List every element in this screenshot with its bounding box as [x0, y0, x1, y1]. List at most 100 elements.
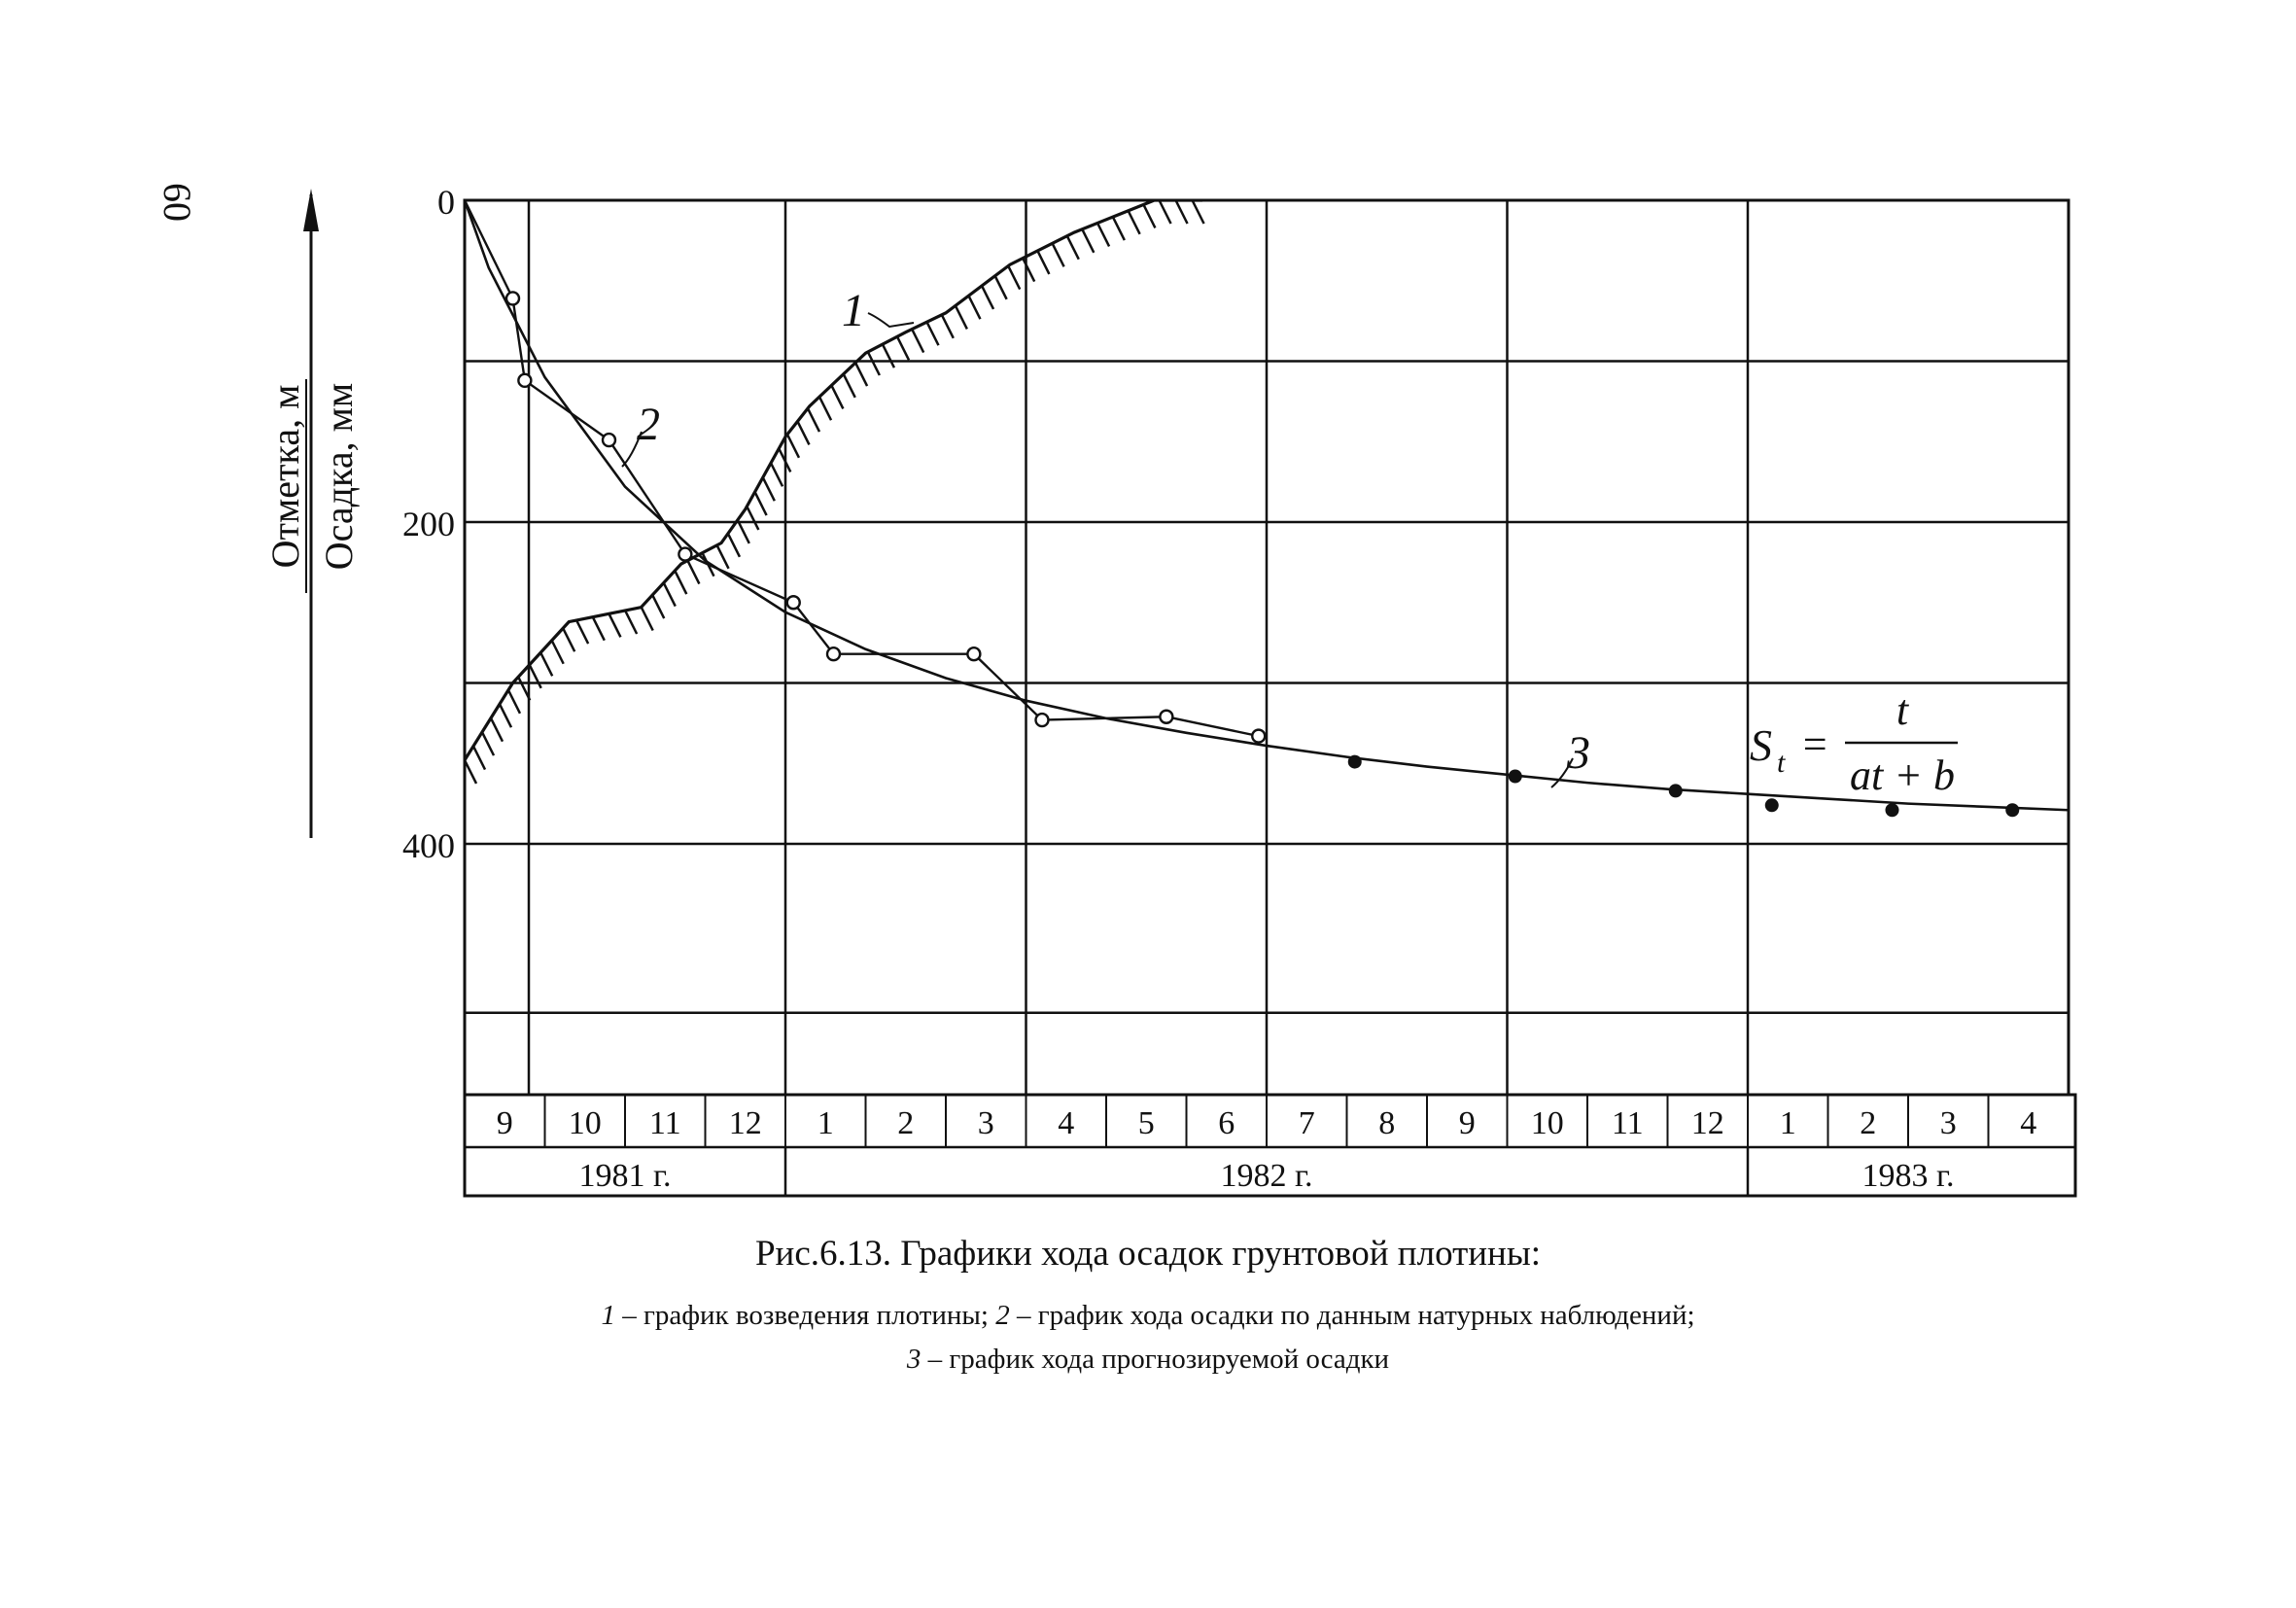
month-label: 3 — [1940, 1105, 1957, 1141]
hatch-tick — [562, 627, 576, 652]
legend-text-1: – график возведения плотины; — [614, 1300, 996, 1331]
legend-num-2: 2 — [995, 1300, 1010, 1331]
month-label: 3 — [978, 1105, 994, 1141]
month-label: 9 — [497, 1105, 513, 1141]
hatch-tick — [1191, 199, 1205, 225]
series-2-point — [825, 647, 842, 662]
formula-lhs: S — [1750, 720, 1772, 770]
series-2-line — [465, 200, 1259, 738]
series-2-point — [966, 647, 982, 662]
y-tick-label: 400 — [402, 826, 455, 865]
y-axis-label-top: Отметка, м — [263, 385, 307, 569]
series-3-label: 3 — [1566, 727, 1590, 779]
month-label: 1 — [818, 1105, 834, 1141]
hatch-tick — [674, 570, 688, 595]
series-3-point — [2005, 803, 2020, 818]
hatch-tick — [1096, 222, 1111, 248]
series-3-point — [1885, 803, 1899, 818]
month-label: 11 — [1612, 1105, 1644, 1141]
formula-denominator: at + b — [1850, 752, 1955, 799]
hatch-tick — [1081, 228, 1096, 254]
hatch-tick — [842, 373, 856, 399]
hatch-tick — [662, 581, 677, 608]
hatch-tick — [517, 676, 532, 701]
hatch-tick — [796, 420, 811, 446]
time-axis-frame — [463, 1093, 2077, 1198]
month-label: 11 — [649, 1105, 681, 1141]
hatch-tick — [623, 610, 639, 635]
formula-equals: = — [1800, 720, 1829, 768]
hatch-tick — [471, 745, 487, 771]
series-2-point — [1159, 709, 1174, 724]
hatch-tick — [489, 717, 504, 743]
series-2-point — [1251, 728, 1267, 744]
formula-subscript: t — [1777, 747, 1786, 779]
month-label: 2 — [897, 1105, 914, 1141]
hatch-tick — [480, 731, 496, 756]
month-label: 1 — [1780, 1105, 1796, 1141]
month-label: 6 — [1218, 1105, 1235, 1141]
hatch-tick — [640, 606, 654, 632]
formula-numerator: t — [1896, 686, 1910, 734]
hatch-tick — [993, 275, 1008, 300]
month-label: 8 — [1378, 1105, 1395, 1141]
series-3-point — [1668, 784, 1683, 798]
hatch-tick — [761, 476, 776, 502]
hatch-tick — [746, 506, 760, 531]
hatch-tick — [1065, 235, 1080, 261]
month-label: 12 — [729, 1105, 762, 1141]
series-markers — [504, 291, 2020, 818]
hatch-tick — [818, 396, 833, 421]
month-label: 5 — [1138, 1105, 1155, 1141]
hatch-tick — [1007, 264, 1022, 291]
hatch-tick — [574, 619, 590, 645]
grid — [463, 198, 2070, 1097]
month-label: 4 — [2020, 1105, 2036, 1141]
hatch-tick — [1036, 250, 1051, 275]
hatch-tick — [753, 491, 768, 516]
month-label: 10 — [1531, 1105, 1564, 1141]
year-label: 1982 г. — [1220, 1158, 1312, 1194]
series-2-point — [504, 291, 521, 306]
month-label: 12 — [1691, 1105, 1724, 1141]
figure-caption: Рис.6.13. Графики хода осадок грунтовой … — [754, 1234, 1541, 1274]
hatch-tick — [830, 384, 845, 410]
hatch-tick — [940, 314, 955, 339]
legend-num-1: 1 — [601, 1300, 615, 1331]
hatch-tick — [608, 612, 622, 638]
hatch-tick — [726, 533, 742, 558]
y-axis-arrowhead — [303, 189, 319, 231]
series-2-point — [601, 432, 617, 448]
series-3-line — [465, 200, 2069, 812]
hatch-tick — [980, 285, 995, 310]
series-2-point — [678, 546, 693, 562]
legend-num-3: 3 — [906, 1344, 922, 1375]
series-3-point — [1764, 798, 1779, 813]
series-1-line — [465, 200, 1202, 761]
hatch-tick — [806, 407, 821, 433]
hatch-tick — [895, 335, 911, 361]
y-tick-label: 200 — [402, 505, 455, 543]
series-2-label: 2 — [637, 399, 660, 450]
month-label: 9 — [1459, 1105, 1476, 1141]
hatch-tick — [506, 689, 522, 715]
hatch-tick — [866, 351, 881, 376]
series-1-label: 1 — [842, 285, 865, 336]
hatch-tick — [550, 640, 565, 665]
hatch-tick — [785, 434, 801, 459]
hatch-tick — [591, 616, 606, 642]
month-label: 7 — [1299, 1105, 1315, 1141]
hatch-tick — [1142, 203, 1157, 229]
hatch-tick — [715, 544, 730, 570]
hatch-tick — [1111, 216, 1126, 241]
series-2-point — [785, 595, 801, 611]
hatch-tick — [769, 462, 784, 487]
y-axis-label-bottom: Осадка, мм — [317, 383, 361, 570]
hatch-tick — [853, 362, 869, 387]
legend-text-2: – график хода осадки по данным натурных … — [1009, 1300, 1695, 1331]
hatch-tick — [954, 304, 968, 330]
month-label: 4 — [1058, 1105, 1074, 1141]
